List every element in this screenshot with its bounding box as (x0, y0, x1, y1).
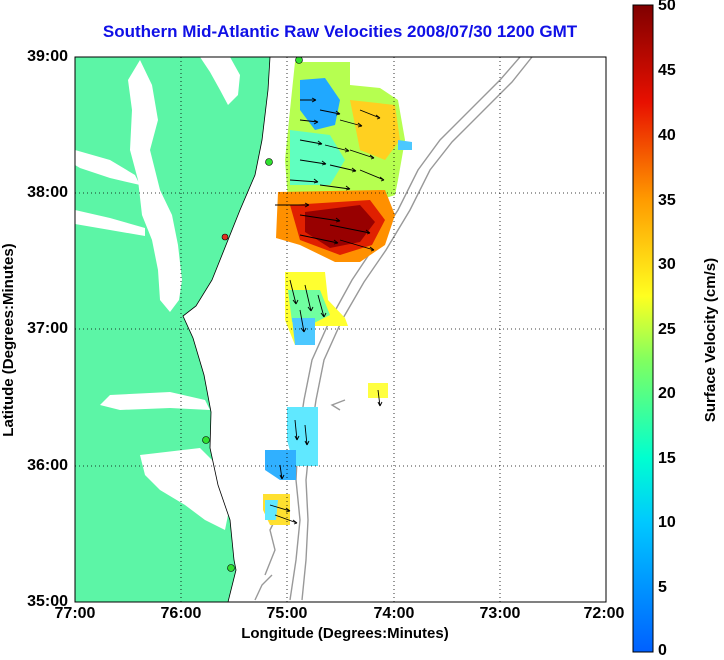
station-marker (295, 57, 303, 64)
colorbar-tick: 15 (658, 450, 676, 467)
radar-stations (202, 57, 303, 572)
delaware-bay (200, 57, 240, 105)
x-tick-label: 77:00 (54, 605, 96, 622)
coastline (182, 57, 271, 602)
potomac (75, 150, 140, 185)
albemarle-sound (100, 392, 210, 410)
x-axis-label: Longitude (Degrees:Minutes) (241, 625, 449, 642)
x-tick-label: 73:00 (479, 605, 521, 622)
velocity-field (263, 62, 412, 525)
colorbar-tick: 30 (658, 256, 676, 273)
pamlico-sound (140, 448, 230, 530)
y-tick-label: 35:00 (27, 593, 68, 610)
station-marker (227, 564, 235, 572)
y-axis-label: Latitude (Degrees:Minutes) (0, 243, 17, 437)
colorbar (632, 4, 654, 653)
y-tick-label: 38:00 (27, 184, 68, 201)
x-tick-label: 72:00 (583, 605, 625, 622)
rappahannock (75, 210, 145, 236)
colorbar-tick: 20 (658, 385, 676, 402)
colorbar-tick: 50 (658, 0, 676, 14)
map-title: Southern Mid-Atlantic Raw Velocities 200… (102, 22, 578, 41)
bathymetry-contours (254, 57, 533, 601)
station-marker (265, 158, 273, 166)
colorbar-tick: 40 (658, 127, 676, 144)
y-tick-label: 37:00 (27, 320, 68, 337)
grid-lines (75, 57, 606, 602)
y-tick-label: 39:00 (27, 48, 68, 65)
x-tick-label: 76:00 (160, 605, 202, 622)
colorbar-tick: 45 (658, 62, 676, 79)
chesapeake-bay (128, 60, 182, 312)
station-marker (202, 436, 210, 444)
colorbar-tick: 35 (658, 192, 676, 209)
station-marker (221, 233, 229, 241)
x-tick-label: 75:00 (266, 605, 308, 622)
colorbar-tick: 0 (658, 642, 667, 659)
y-tick-label: 36:00 (27, 457, 68, 474)
colorbar-tick: 5 (658, 579, 667, 596)
x-tick-label: 74:00 (373, 605, 415, 622)
colorbar-label: Surface Velocity (cm/s) (702, 257, 719, 423)
colorbar-tick: 10 (658, 514, 676, 531)
colorbar-tick: 25 (658, 321, 676, 338)
plot-frame (74, 56, 607, 603)
velocity-vectors (269, 97, 385, 525)
